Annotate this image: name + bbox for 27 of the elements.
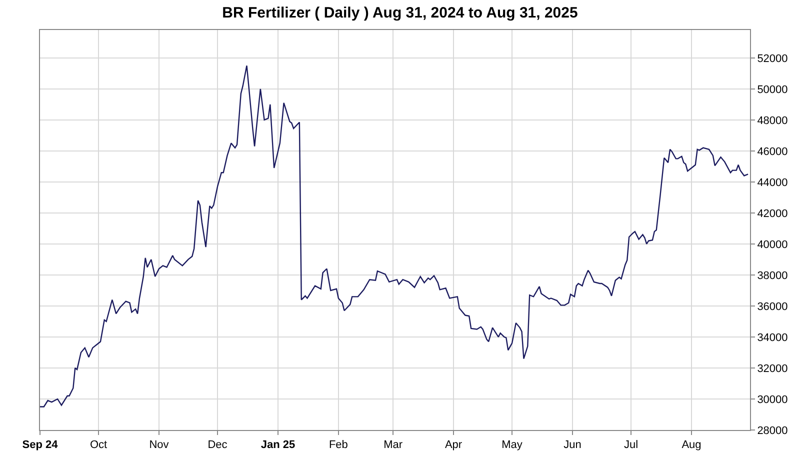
- chart-title: BR Fertilizer ( Daily ) Aug 31, 2024 to Aug 31, 2025: [222, 4, 578, 22]
- y-tick-label: 32000: [757, 362, 788, 375]
- line-series: [40, 65, 749, 408]
- x-tick-label: Feb: [328, 439, 348, 452]
- x-tick-label: Nov: [149, 439, 170, 452]
- x-tick-label: Jan 25: [260, 439, 296, 452]
- x-tick-label: Jul: [624, 439, 638, 452]
- y-tick-label: 40000: [757, 238, 788, 251]
- y-tick-label: 42000: [757, 208, 788, 220]
- y-tick-label: 52000: [757, 52, 788, 65]
- x-tick-label: Mar: [384, 439, 403, 452]
- y-tick-label: 46000: [757, 146, 788, 158]
- x-tick-label: Aug: [682, 439, 702, 452]
- x-tick-label: Oct: [90, 439, 108, 452]
- y-tick-label: 50000: [757, 84, 788, 96]
- x-tick-label: Jun: [564, 439, 582, 452]
- y-tick-label: 30000: [757, 394, 788, 406]
- x-tick-label: Sep 24: [22, 439, 59, 452]
- y-tick-label: 44000: [757, 176, 788, 189]
- y-tick-label: 38000: [757, 270, 788, 282]
- y-tick-label: 28000: [757, 424, 788, 437]
- y-tick-label: 48000: [757, 114, 788, 127]
- x-tick-label: Apr: [444, 439, 462, 452]
- y-tick-label: 36000: [757, 300, 788, 313]
- x-tick-label: Dec: [208, 439, 228, 452]
- x-tick-label: May: [502, 439, 523, 452]
- y-tick-label: 34000: [757, 332, 788, 344]
